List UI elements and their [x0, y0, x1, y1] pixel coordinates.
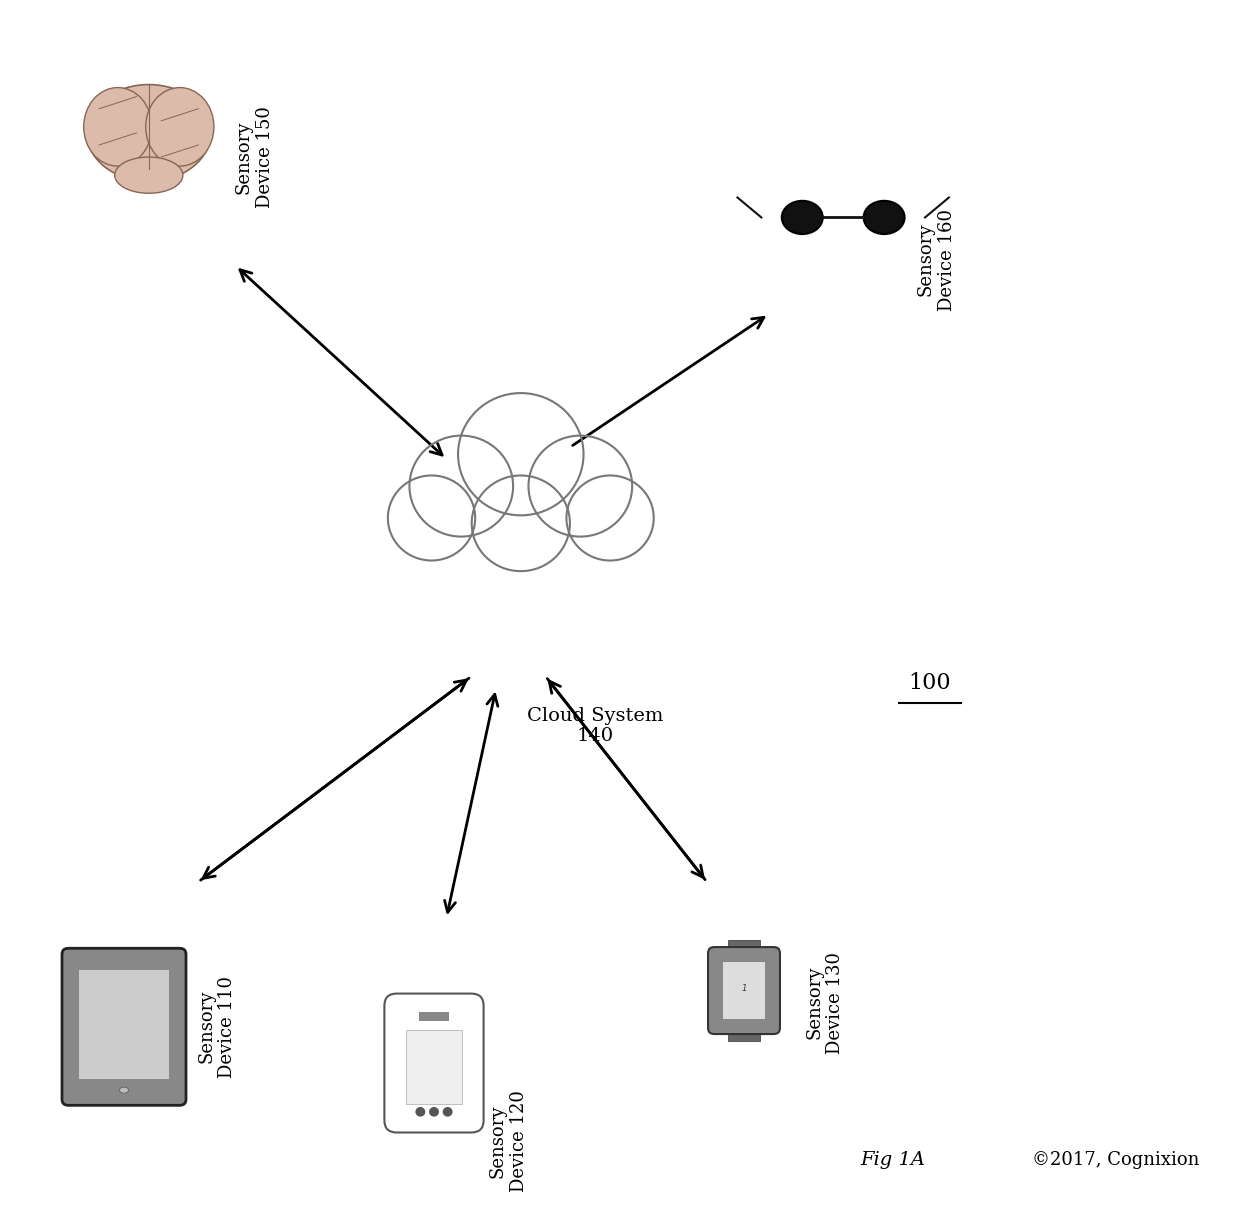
Text: Sensory
Device 150: Sensory Device 150: [234, 106, 274, 208]
Ellipse shape: [864, 201, 905, 234]
Text: 1: 1: [742, 983, 746, 993]
Text: 100: 100: [909, 672, 951, 693]
Bar: [728, 1028, 760, 1041]
Bar: [728, 940, 760, 953]
Text: Fig 1A: Fig 1A: [861, 1151, 925, 1168]
Bar: [402, 521, 640, 561]
Bar: [723, 962, 765, 1020]
Bar: [419, 1012, 449, 1021]
Bar: [79, 970, 169, 1079]
Circle shape: [429, 1107, 439, 1116]
Bar: [405, 1029, 463, 1104]
FancyBboxPatch shape: [62, 948, 186, 1105]
Text: Sensory
Device 120: Sensory Device 120: [489, 1091, 528, 1192]
FancyBboxPatch shape: [708, 947, 780, 1034]
Ellipse shape: [114, 157, 184, 193]
Circle shape: [458, 393, 584, 516]
Circle shape: [409, 436, 513, 536]
Text: Sensory
Device 130: Sensory Device 130: [805, 952, 844, 1053]
Circle shape: [471, 476, 570, 571]
Circle shape: [567, 476, 653, 561]
Ellipse shape: [444, 443, 598, 545]
Circle shape: [415, 1107, 425, 1116]
Text: Sensory
Device 110: Sensory Device 110: [197, 976, 237, 1078]
Ellipse shape: [781, 201, 823, 234]
Circle shape: [443, 1107, 453, 1116]
Ellipse shape: [119, 1087, 129, 1093]
Circle shape: [528, 436, 632, 536]
Text: ©2017, Cognixion: ©2017, Cognixion: [1033, 1151, 1199, 1168]
FancyBboxPatch shape: [384, 993, 484, 1133]
Ellipse shape: [146, 87, 213, 165]
Text: Sensory
Device 160: Sensory Device 160: [916, 209, 956, 310]
Ellipse shape: [83, 87, 151, 165]
Text: Cloud System
140: Cloud System 140: [527, 707, 663, 745]
Circle shape: [388, 476, 475, 561]
Ellipse shape: [87, 85, 211, 181]
